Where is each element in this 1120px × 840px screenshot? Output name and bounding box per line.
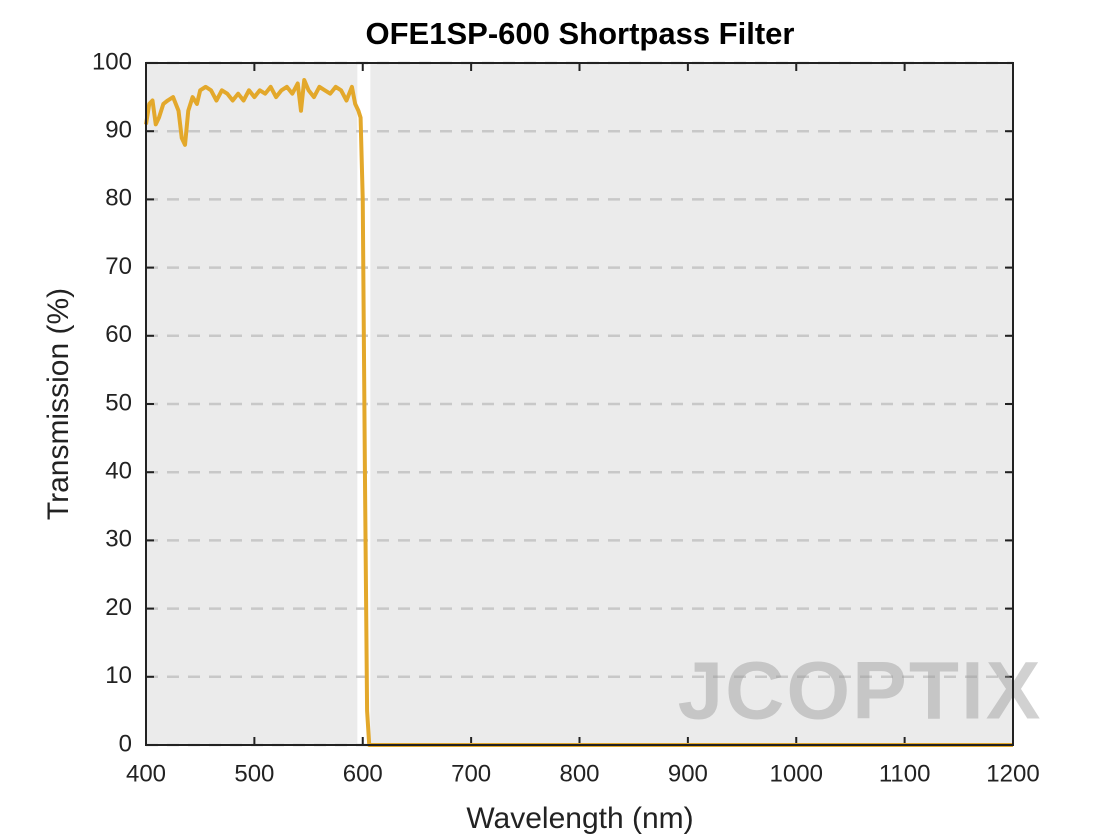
y-tick-label: 100: [92, 48, 132, 75]
x-tick-label: 900: [668, 760, 708, 787]
x-tick-label: 600: [343, 760, 383, 787]
data-line: [144, 78, 1013, 747]
chart-title: OFE1SP-600 Shortpass Filter: [366, 16, 795, 51]
y-tick-label: 20: [105, 594, 132, 621]
x-tick-label: 700: [451, 760, 491, 787]
x-tick-label: 800: [559, 760, 599, 787]
y-tick-label: 80: [105, 185, 132, 212]
y-tick-label: 60: [105, 321, 132, 348]
x-axis-label: Wavelength (nm): [466, 802, 693, 835]
plot-frame: [145, 62, 1014, 746]
y-tick-label: 90: [105, 117, 132, 144]
x-tick-label: 400: [126, 760, 166, 787]
y-tick-label: 10: [105, 662, 132, 689]
x-tick-label: 1100: [879, 760, 931, 787]
y-tick-label: 70: [105, 253, 132, 280]
x-tick-label: 500: [234, 760, 274, 787]
y-tick-label: 40: [105, 458, 132, 485]
y-tick-label: 30: [105, 526, 132, 553]
watermark: JCOPTIX: [678, 646, 1043, 737]
y-tick-label: 50: [105, 389, 132, 416]
x-tick-label: 1200: [986, 760, 1039, 787]
y-axis-label: Transmission (%): [42, 288, 75, 520]
x-tick-label: 1000: [770, 760, 823, 787]
y-tick-label: 0: [119, 730, 132, 757]
